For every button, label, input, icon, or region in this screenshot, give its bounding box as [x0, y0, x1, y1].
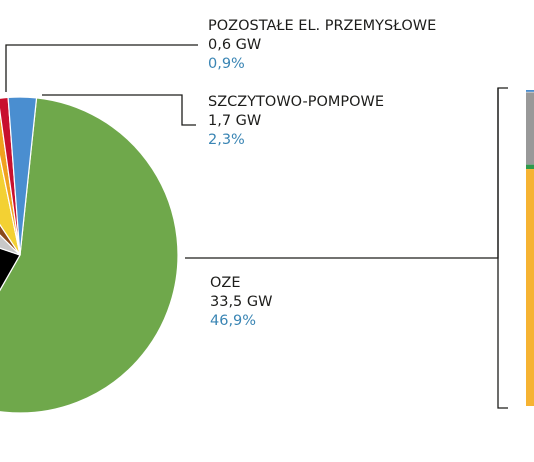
- bar-segment-0: [526, 90, 534, 92]
- label-szczytowo-name: SZCZYTOWO-POMPOWE: [208, 94, 385, 110]
- label-pozostale-name: POZOSTAŁE EL. PRZEMYSŁOWE: [208, 18, 437, 34]
- bracket-line: [497, 87, 508, 409]
- pie-slice-1: [0, 247, 21, 292]
- bar-segment-3: [526, 164, 534, 170]
- leader-line-szczytowo: [42, 94, 196, 126]
- label-oze-percent: 46,9%: [210, 313, 257, 329]
- label-oze-name: OZE: [210, 275, 241, 291]
- bar-segment-2: [526, 92, 534, 165]
- label-oze: OZE 33,5 GW 46,9%: [210, 274, 272, 331]
- bar-segment-4: [526, 169, 534, 406]
- label-pozostale: POZOSTAŁE EL. PRZEMYSŁOWE 0,6 GW 0,9%: [208, 17, 436, 74]
- label-szczytowo: SZCZYTOWO-POMPOWE 1,7 GW 2,3%: [208, 93, 384, 150]
- pie-slice-0: [0, 97, 179, 414]
- stacked-bar: [526, 90, 534, 406]
- pie-slices: [0, 96, 179, 414]
- leader-lines: [5, 44, 508, 409]
- label-pozostale-value: 0,6 GW: [208, 37, 262, 53]
- label-pozostale-percent: 0,9%: [208, 56, 245, 72]
- leader-line-pozostale: [5, 44, 198, 92]
- pie-slice-7: [7, 96, 38, 256]
- label-szczytowo-percent: 2,3%: [208, 132, 245, 148]
- label-oze-value: 33,5 GW: [210, 294, 273, 310]
- bar-segment-1: [526, 91, 534, 93]
- label-szczytowo-value: 1,7 GW: [208, 113, 262, 129]
